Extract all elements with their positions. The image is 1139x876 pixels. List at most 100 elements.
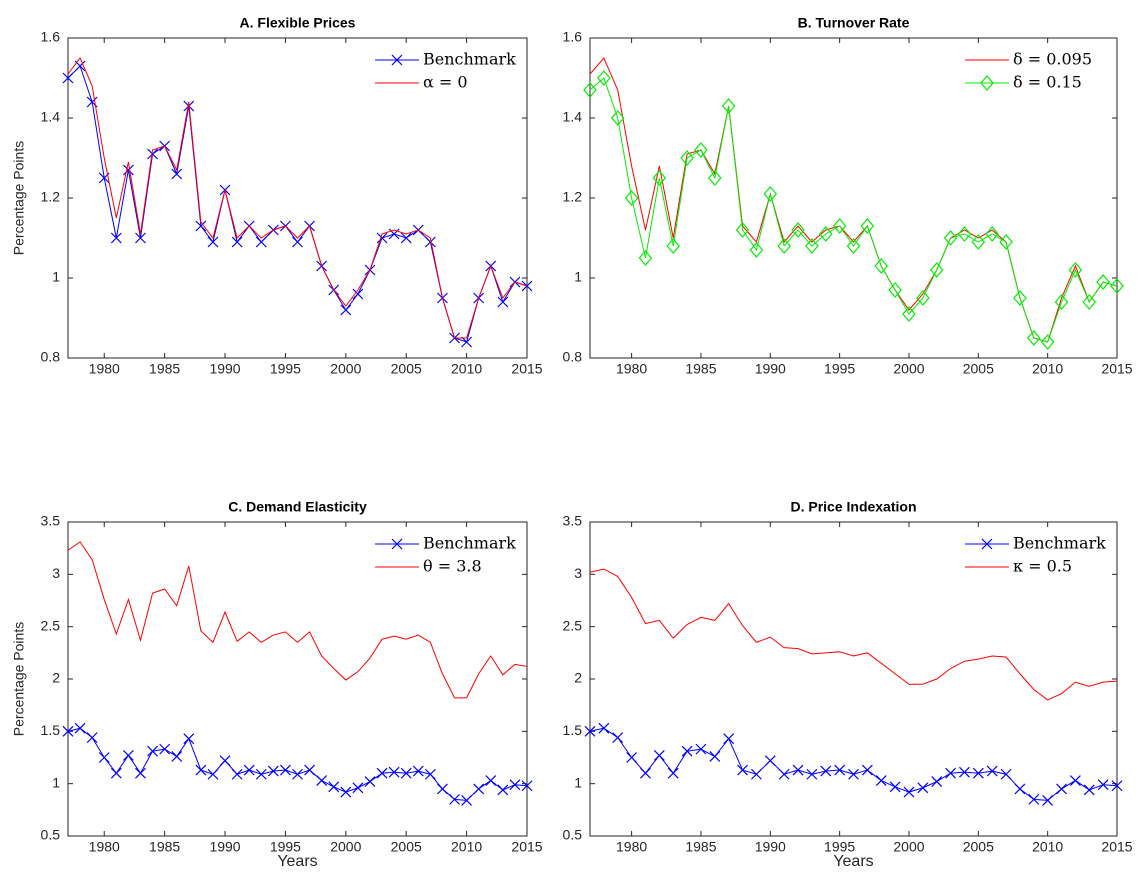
series-line xyxy=(67,541,528,699)
x-tick-label: 2015 xyxy=(511,361,542,377)
x-tick-label: 2010 xyxy=(451,839,482,855)
axes-box xyxy=(67,521,528,837)
legend-label: Benchmark xyxy=(423,534,516,553)
x-tick-label: 2005 xyxy=(963,839,994,855)
marker xyxy=(231,236,243,248)
marker xyxy=(497,784,509,796)
marker xyxy=(749,242,764,258)
marker xyxy=(122,164,134,176)
marker xyxy=(473,783,485,795)
x-tick-label: 2000 xyxy=(893,839,924,855)
series-line xyxy=(67,57,528,339)
series-line xyxy=(589,57,1118,343)
marker xyxy=(1026,330,1041,346)
marker xyxy=(340,304,352,316)
marker xyxy=(972,767,984,779)
marker xyxy=(959,766,970,778)
marker xyxy=(1082,294,1097,310)
marker xyxy=(874,258,889,274)
y-tick-label: 1.5 xyxy=(41,722,61,738)
marker xyxy=(171,168,183,180)
marker xyxy=(681,745,693,757)
marker xyxy=(666,238,681,254)
x-tick-label: 2005 xyxy=(391,839,422,855)
marker xyxy=(832,218,847,234)
marker xyxy=(1040,334,1055,350)
marker xyxy=(846,238,861,254)
marker xyxy=(584,725,596,737)
x-tick-label: 2015 xyxy=(511,839,542,855)
panel-title: A. Flexible Prices xyxy=(240,15,356,31)
panel-title: D. Price Indexation xyxy=(790,499,916,515)
marker xyxy=(583,82,597,98)
marker xyxy=(207,768,219,780)
y-tick-label: 1.2 xyxy=(41,189,61,205)
marker xyxy=(485,775,497,786)
marker xyxy=(981,538,993,550)
marker xyxy=(624,190,639,206)
y-tick-label: 3 xyxy=(52,565,60,581)
marker xyxy=(400,232,412,244)
marker xyxy=(195,764,207,776)
y-tick-label: 1 xyxy=(574,269,582,285)
legend-label: δ = 0.095 xyxy=(1013,50,1092,69)
marker xyxy=(388,766,400,778)
marker xyxy=(1069,775,1081,786)
marker xyxy=(304,764,316,776)
x-tick-label: 1980 xyxy=(616,839,647,855)
marker xyxy=(763,186,778,202)
marker xyxy=(461,794,473,806)
y-tick-label: 1.6 xyxy=(41,29,61,45)
marker xyxy=(1054,294,1069,310)
marker xyxy=(695,743,707,755)
marker xyxy=(292,768,303,780)
marker xyxy=(147,745,158,757)
series-line xyxy=(589,727,1118,801)
x-axis-label: Years xyxy=(833,853,873,870)
marker xyxy=(971,234,986,250)
marker xyxy=(986,765,998,777)
x-tick-label: 1980 xyxy=(616,361,647,377)
marker xyxy=(1000,768,1012,780)
marker xyxy=(376,767,388,779)
x-tick-label: 2010 xyxy=(451,361,482,377)
x-tick-label: 2010 xyxy=(1032,839,1063,855)
x-tick-label: 2010 xyxy=(1032,361,1063,377)
x-tick-label: 1990 xyxy=(755,361,786,377)
marker xyxy=(985,226,999,242)
legend-label: α = 0 xyxy=(423,73,468,92)
y-tick-label: 3.5 xyxy=(563,513,583,529)
marker xyxy=(860,218,875,234)
marker xyxy=(980,75,994,91)
panel: B. Turnover Rate 0.8 1 1.2 1.4 1.6 1980 1985 199… xyxy=(563,15,1133,377)
marker xyxy=(848,768,859,780)
marker xyxy=(735,222,750,238)
marker xyxy=(328,781,340,793)
marker xyxy=(1083,784,1095,796)
marker xyxy=(509,779,521,791)
x-tick-label: 1995 xyxy=(270,361,301,377)
marker xyxy=(1096,274,1110,290)
marker xyxy=(62,725,74,737)
y-tick-label: 2.5 xyxy=(563,617,583,633)
x-tick-label: 1985 xyxy=(685,361,716,377)
marker xyxy=(708,170,722,186)
marker xyxy=(449,793,460,805)
y-tick-label: 0.5 xyxy=(41,827,61,843)
axes-box xyxy=(589,37,1118,359)
legend-label: θ = 3.8 xyxy=(423,557,482,576)
marker xyxy=(694,142,708,158)
marker xyxy=(292,236,303,248)
x-tick-label: 2000 xyxy=(330,361,361,377)
x-tick-label: 1980 xyxy=(89,361,120,377)
marker xyxy=(1097,779,1109,791)
series-line xyxy=(67,727,528,801)
marker xyxy=(1111,780,1123,792)
marker xyxy=(929,262,944,278)
marker xyxy=(412,765,424,777)
marker xyxy=(231,768,243,780)
marker xyxy=(778,768,790,780)
marker xyxy=(340,786,352,798)
marker xyxy=(497,296,509,308)
